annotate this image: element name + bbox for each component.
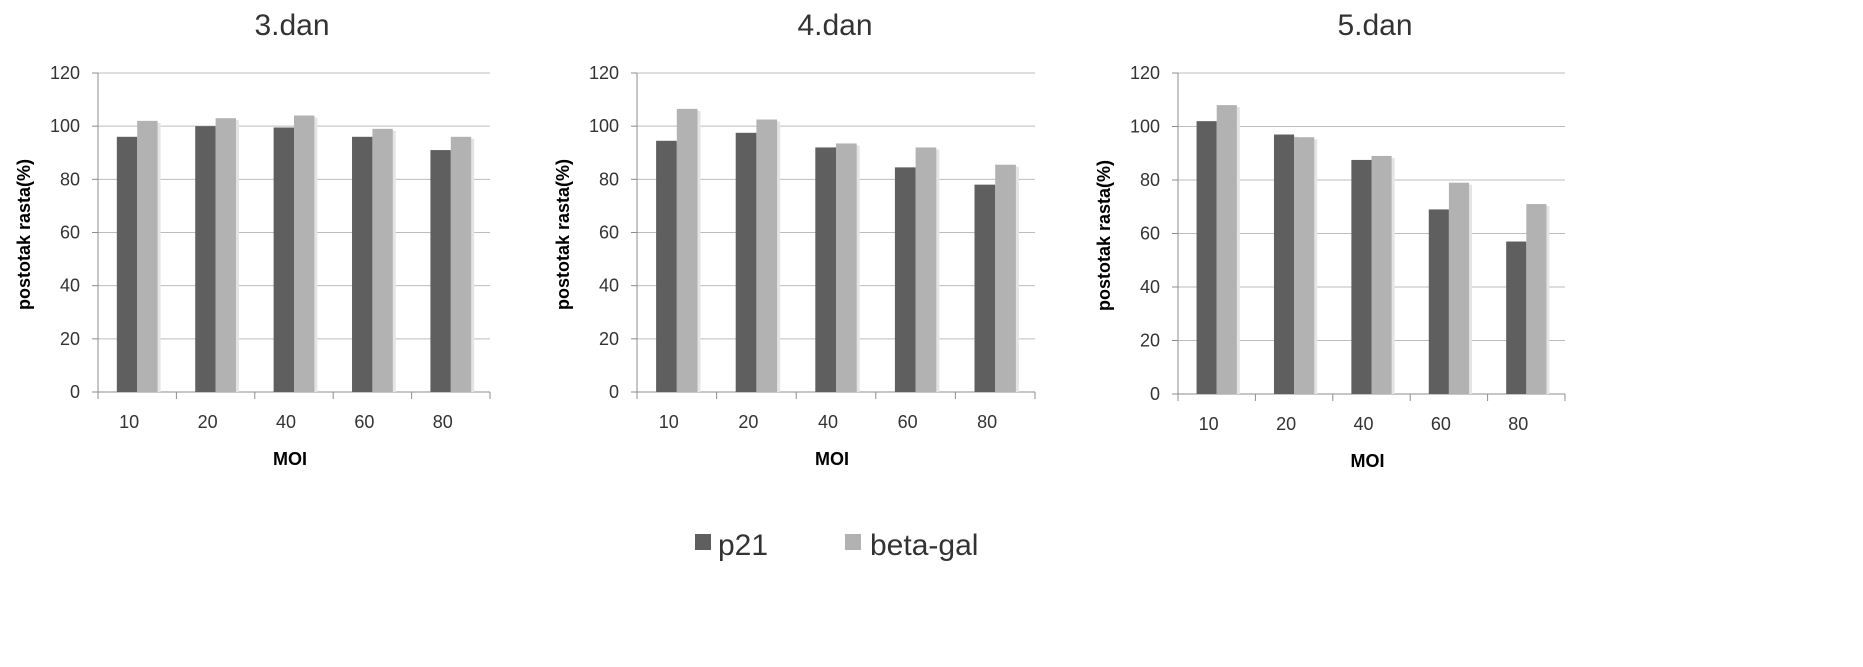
legend-swatch-beta-gal	[845, 534, 861, 550]
legend-label-p21: p21	[718, 529, 768, 562]
x-tick-label: 20	[198, 412, 218, 432]
bar-p21	[273, 127, 294, 392]
x-tick-label: 80	[1508, 414, 1528, 434]
y-tick-label: 40	[599, 276, 619, 296]
y-tick-label: 0	[1150, 384, 1160, 404]
x-tick-label: 80	[977, 412, 997, 432]
chart-panel-1: 3.dan 0 20 40 60 80 100 120 10 20 40 60 80 MOI postota…	[14, 9, 491, 469]
y-axis-label: postotak rasta(%)	[14, 159, 34, 310]
bar-p21	[974, 184, 996, 392]
chart-title: 3.dan	[254, 9, 329, 42]
x-tick-label: 10	[119, 412, 139, 432]
bar-beta-gal	[1371, 155, 1392, 394]
bar-p21	[195, 126, 216, 393]
y-tick-label: 0	[609, 382, 619, 402]
chart-panel-3: 5.dan 0 20 40 60 80 100 120 10 20 40 60 80 MOI postota…	[1094, 9, 1566, 471]
bar-p21	[656, 140, 677, 392]
x-tick-label: 80	[433, 412, 453, 432]
x-tick-label: 40	[1353, 414, 1373, 434]
x-tick-label: 10	[1199, 414, 1219, 434]
x-axis-label: MOI	[815, 449, 849, 469]
legend-label-beta-gal: beta-gal	[870, 529, 978, 562]
x-tick-label: 40	[276, 412, 296, 432]
bar-p21	[1506, 241, 1527, 394]
bar-beta-gal	[915, 147, 937, 392]
bar-beta-gal	[1526, 204, 1547, 394]
bar-p21	[1273, 134, 1295, 394]
bar-beta-gal	[676, 108, 698, 392]
y-tick-label: 20	[599, 329, 619, 349]
legend: p21 beta-gal	[695, 529, 978, 562]
bar-p21	[1351, 159, 1372, 394]
y-tick-label: 120	[589, 63, 619, 83]
y-tick-label: 100	[50, 116, 80, 136]
legend-swatch-p21	[695, 534, 711, 550]
y-tick-label: 60	[60, 223, 80, 243]
y-tick-label: 120	[50, 63, 80, 83]
chart-title: 4.dan	[797, 9, 872, 42]
bar-beta-gal	[137, 120, 158, 392]
x-tick-label: 20	[1276, 414, 1296, 434]
chart-title: 5.dan	[1337, 9, 1412, 42]
x-tick-label: 60	[898, 412, 918, 432]
x-tick-label: 40	[818, 412, 838, 432]
y-tick-label: 100	[589, 116, 619, 136]
bar-p21	[1428, 209, 1449, 394]
y-tick-label: 20	[1140, 331, 1160, 351]
chart-panel-2: 4.dan 0 20 40 60 80 100 120 10 20 40 60 80 MOI postota…	[553, 9, 1036, 469]
y-tick-label: 60	[599, 223, 619, 243]
y-tick-label: 80	[60, 169, 80, 189]
bar-beta-gal	[1294, 137, 1315, 394]
y-tick-label: 20	[60, 329, 80, 349]
y-axis-label: postotak rasta(%)	[553, 159, 573, 310]
y-tick-label: 120	[1130, 63, 1160, 83]
y-tick-label: 0	[70, 382, 80, 402]
bar-p21	[430, 150, 451, 392]
bar-beta-gal	[836, 143, 857, 392]
bar-p21	[894, 167, 916, 392]
bar-p21	[815, 147, 836, 392]
bar-p21	[352, 136, 373, 392]
bar-beta-gal	[215, 118, 236, 393]
x-axis-label: MOI	[1351, 451, 1385, 471]
y-tick-label: 100	[1130, 117, 1160, 137]
x-axis-label: MOI	[273, 449, 307, 469]
bar-beta-gal	[756, 119, 778, 392]
x-tick-label: 10	[659, 412, 679, 432]
bar-beta-gal	[372, 128, 393, 392]
y-tick-label: 60	[1140, 224, 1160, 244]
y-tick-label: 80	[599, 169, 619, 189]
x-tick-label: 20	[738, 412, 758, 432]
bar-beta-gal	[450, 136, 472, 392]
y-tick-label: 80	[1140, 170, 1160, 190]
bar-p21	[116, 136, 138, 392]
y-axis-label: postotak rasta(%)	[1094, 160, 1114, 311]
x-tick-label: 60	[354, 412, 374, 432]
bar-beta-gal	[995, 164, 1016, 392]
bar-p21	[735, 132, 757, 392]
y-tick-label: 40	[60, 276, 80, 296]
y-tick-label: 40	[1140, 277, 1160, 297]
bar-p21	[1196, 121, 1217, 395]
bar-beta-gal	[1216, 105, 1237, 394]
bar-beta-gal	[294, 115, 315, 393]
x-tick-label: 60	[1431, 414, 1451, 434]
bar-beta-gal	[1448, 182, 1470, 394]
